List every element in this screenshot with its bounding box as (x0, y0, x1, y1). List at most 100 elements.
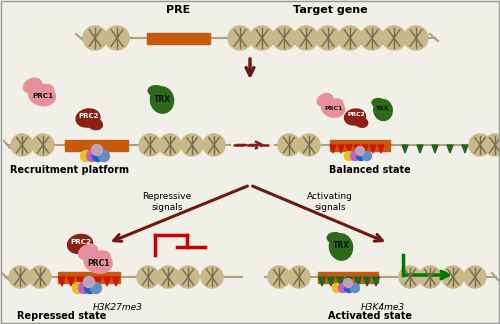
Circle shape (137, 266, 159, 288)
Circle shape (272, 26, 296, 50)
Ellipse shape (76, 109, 100, 127)
Circle shape (338, 284, 347, 293)
Circle shape (92, 151, 104, 161)
Ellipse shape (354, 117, 368, 127)
Circle shape (181, 134, 203, 156)
Text: Activated state: Activated state (328, 311, 412, 321)
Circle shape (298, 134, 320, 156)
Circle shape (399, 266, 421, 288)
Circle shape (159, 134, 181, 156)
Text: Target gene: Target gene (292, 5, 368, 15)
Text: H3K27me3: H3K27me3 (93, 303, 143, 311)
Circle shape (177, 266, 199, 288)
Polygon shape (318, 277, 326, 286)
Bar (318, 272, 378, 283)
Circle shape (338, 26, 362, 50)
Bar (65, 140, 128, 151)
Ellipse shape (148, 86, 164, 97)
Polygon shape (354, 145, 360, 153)
Circle shape (344, 152, 354, 160)
Circle shape (203, 134, 225, 156)
Circle shape (362, 152, 372, 160)
Polygon shape (432, 145, 438, 153)
Ellipse shape (28, 84, 56, 106)
Polygon shape (447, 145, 453, 153)
Circle shape (344, 279, 352, 287)
Text: TRX: TRX (154, 95, 170, 103)
Circle shape (84, 276, 94, 287)
Circle shape (72, 283, 84, 294)
Polygon shape (417, 145, 423, 153)
Text: Activating
signals: Activating signals (307, 192, 353, 212)
Polygon shape (462, 145, 468, 153)
Ellipse shape (80, 244, 95, 256)
Circle shape (83, 26, 107, 50)
Text: PRC1: PRC1 (88, 259, 110, 268)
Circle shape (469, 134, 491, 156)
Circle shape (356, 152, 366, 160)
Text: Balanced state: Balanced state (329, 165, 411, 175)
Circle shape (382, 26, 406, 50)
Circle shape (32, 134, 54, 156)
Text: PRE: PRE (166, 5, 190, 15)
Circle shape (419, 266, 441, 288)
Polygon shape (58, 277, 66, 286)
Circle shape (157, 266, 179, 288)
Ellipse shape (332, 99, 343, 108)
Circle shape (11, 134, 33, 156)
Circle shape (9, 266, 31, 288)
Circle shape (268, 266, 290, 288)
Bar (58, 272, 120, 283)
Text: Repressed state: Repressed state (18, 311, 106, 321)
Circle shape (278, 134, 300, 156)
Ellipse shape (330, 234, 352, 260)
Circle shape (98, 151, 110, 161)
Bar (330, 140, 390, 151)
Ellipse shape (78, 244, 98, 260)
Polygon shape (338, 145, 344, 153)
Ellipse shape (317, 94, 332, 106)
Circle shape (139, 134, 161, 156)
Polygon shape (328, 277, 334, 286)
Polygon shape (370, 145, 376, 153)
Polygon shape (378, 145, 384, 153)
Ellipse shape (24, 78, 42, 93)
Circle shape (80, 151, 92, 161)
Text: PRC1: PRC1 (32, 93, 54, 99)
Text: PRC2: PRC2 (70, 239, 92, 245)
Ellipse shape (97, 251, 110, 262)
Circle shape (92, 145, 102, 156)
Ellipse shape (328, 233, 344, 244)
Text: H3K4me3: H3K4me3 (361, 303, 405, 311)
Polygon shape (336, 277, 344, 286)
Text: PRC2: PRC2 (347, 112, 365, 118)
Circle shape (360, 26, 384, 50)
Ellipse shape (150, 87, 174, 113)
Polygon shape (94, 277, 102, 286)
Circle shape (350, 152, 360, 160)
Circle shape (90, 283, 102, 294)
Circle shape (404, 26, 428, 50)
Polygon shape (362, 145, 368, 153)
Polygon shape (112, 277, 119, 286)
Ellipse shape (344, 109, 366, 125)
Polygon shape (346, 277, 352, 286)
Text: Repressive
signals: Repressive signals (142, 192, 192, 212)
Text: TRX: TRX (376, 107, 390, 111)
Circle shape (201, 266, 223, 288)
Polygon shape (104, 277, 110, 286)
Ellipse shape (372, 98, 385, 107)
Ellipse shape (374, 99, 392, 121)
Circle shape (356, 146, 364, 156)
Text: PRC1: PRC1 (325, 107, 343, 111)
Bar (147, 32, 210, 43)
Circle shape (250, 26, 274, 50)
Circle shape (484, 134, 500, 156)
Polygon shape (364, 277, 370, 286)
Circle shape (294, 26, 318, 50)
Ellipse shape (322, 99, 344, 117)
Circle shape (84, 283, 96, 294)
Polygon shape (330, 145, 336, 153)
Ellipse shape (84, 251, 112, 273)
Circle shape (29, 266, 51, 288)
